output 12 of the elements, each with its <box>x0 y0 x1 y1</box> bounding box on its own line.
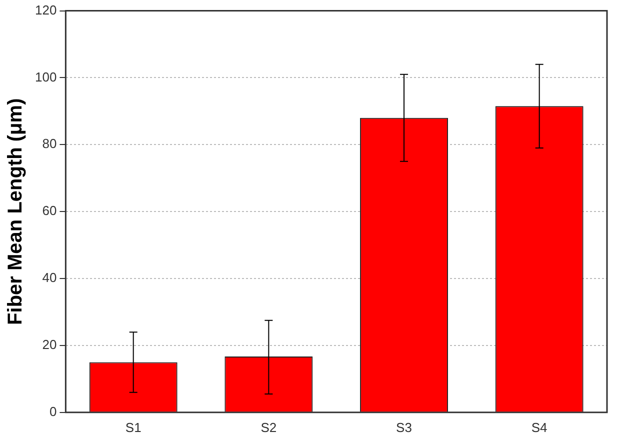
x-tick-label: S2 <box>260 420 277 435</box>
y-tick-label: 0 <box>49 404 57 419</box>
y-axis-title: Fiber Mean Length (μm) <box>4 98 27 325</box>
x-tick-label: S4 <box>531 420 548 435</box>
x-tick-label: S3 <box>396 420 412 435</box>
x-tick-label: S1 <box>125 420 142 435</box>
y-tick-label: 60 <box>42 203 57 218</box>
y-tick-label: 100 <box>34 69 57 84</box>
y-tick-label: 80 <box>42 136 57 152</box>
y-tick-label: 20 <box>42 337 57 352</box>
y-tick-label: 40 <box>42 270 57 286</box>
y-tick-label: 120 <box>34 2 57 18</box>
